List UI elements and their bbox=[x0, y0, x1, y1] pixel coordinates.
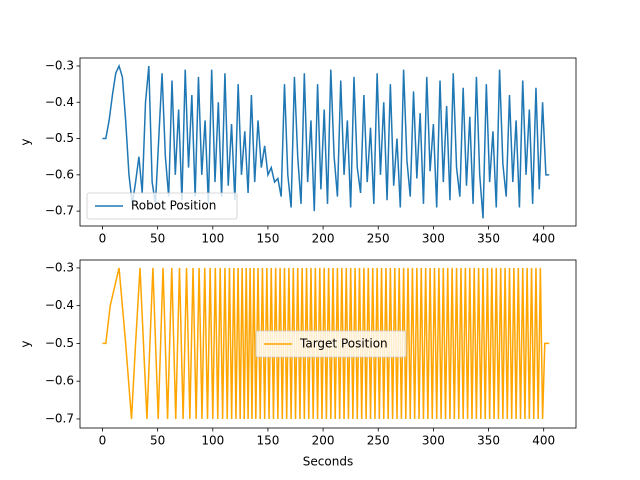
x-tick-label: 400 bbox=[532, 232, 555, 246]
x-tick-label: 350 bbox=[477, 232, 500, 246]
y-tick-label: −0.6 bbox=[45, 374, 74, 388]
y-tick-label: −0.5 bbox=[45, 336, 74, 350]
legend-label: Target Position bbox=[299, 337, 388, 351]
x-tick-label: 0 bbox=[99, 434, 107, 448]
y-axis-label: y bbox=[19, 138, 33, 145]
x-tick-label: 300 bbox=[422, 232, 445, 246]
y-tick-label: −0.4 bbox=[45, 95, 74, 109]
y-tick-label: −0.7 bbox=[45, 204, 74, 218]
x-tick-label: 350 bbox=[477, 434, 500, 448]
y-tick-label: −0.3 bbox=[45, 58, 74, 72]
data-line bbox=[102, 63, 550, 219]
legend-box bbox=[255, 330, 407, 358]
y-tick-label: −0.7 bbox=[45, 411, 74, 425]
y-tick-label: −0.6 bbox=[45, 167, 74, 181]
x-tick-label: 100 bbox=[201, 232, 224, 246]
x-tick-label: 200 bbox=[312, 232, 335, 246]
x-tick-label: 100 bbox=[201, 434, 224, 448]
x-tick-label: 200 bbox=[312, 434, 335, 448]
y-tick-label: −0.4 bbox=[45, 298, 74, 312]
x-tick-label: 50 bbox=[150, 434, 165, 448]
axes-frame bbox=[79, 259, 577, 429]
x-axis-label: Seconds bbox=[303, 455, 353, 469]
x-tick-label: 150 bbox=[256, 434, 279, 448]
x-tick-label: 400 bbox=[532, 434, 555, 448]
x-tick-label: 150 bbox=[256, 232, 279, 246]
data-line bbox=[102, 267, 550, 419]
legend-box bbox=[86, 192, 238, 220]
y-tick-label: −0.5 bbox=[45, 131, 74, 145]
x-tick-label: 50 bbox=[150, 232, 165, 246]
x-tick-label: 250 bbox=[367, 434, 390, 448]
y-axis-label: y bbox=[19, 340, 33, 347]
legend-label: Robot Position bbox=[131, 199, 216, 213]
x-tick-label: 0 bbox=[99, 232, 107, 246]
axes-frame bbox=[79, 57, 577, 227]
y-tick-label: −0.3 bbox=[45, 260, 74, 274]
x-tick-label: 250 bbox=[367, 232, 390, 246]
x-tick-label: 300 bbox=[422, 434, 445, 448]
